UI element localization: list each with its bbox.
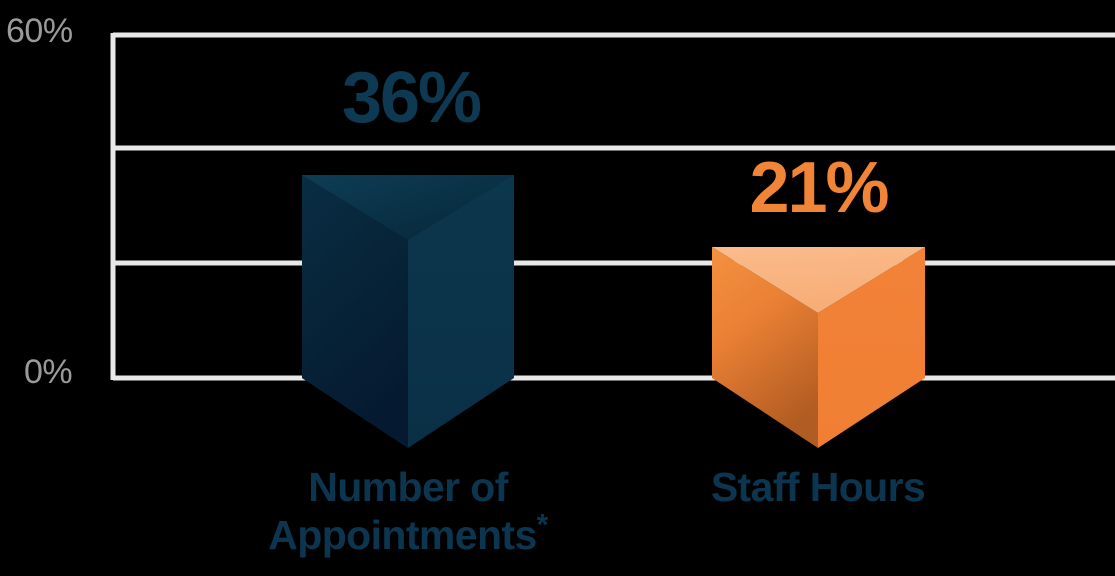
category-label-line-1: Staff Hours — [710, 464, 926, 510]
category-label-line-2: Appointments — [268, 512, 537, 559]
category-label-line-1: Number of — [308, 464, 508, 510]
bar-appointments-face-right — [408, 175, 514, 448]
bar-staff-hours-face-right — [818, 247, 925, 448]
y-axis-tick-label-top: 60% — [6, 12, 73, 50]
bar-staff-hours-face-top — [712, 247, 925, 313]
bar-category-label-staff-hours: Staff Hours — [618, 463, 1018, 511]
bar-appointments-face-top — [302, 175, 514, 240]
bar-staff-hours-face-left — [712, 247, 818, 448]
bar-appointments[interactable] — [302, 175, 514, 448]
bar-appointments-face-left-shade — [302, 175, 408, 448]
bar-category-label-appointments: Number of Appointments* — [178, 463, 638, 560]
y-axis-tick-label-bottom: 0% — [24, 353, 73, 391]
bar-staff-hours[interactable] — [712, 247, 925, 448]
bar-value-label-appointments: 36% — [341, 58, 482, 138]
bar-value-label-staff-hours: 21% — [749, 148, 889, 228]
footnote-asterisk-icon: * — [536, 508, 549, 542]
